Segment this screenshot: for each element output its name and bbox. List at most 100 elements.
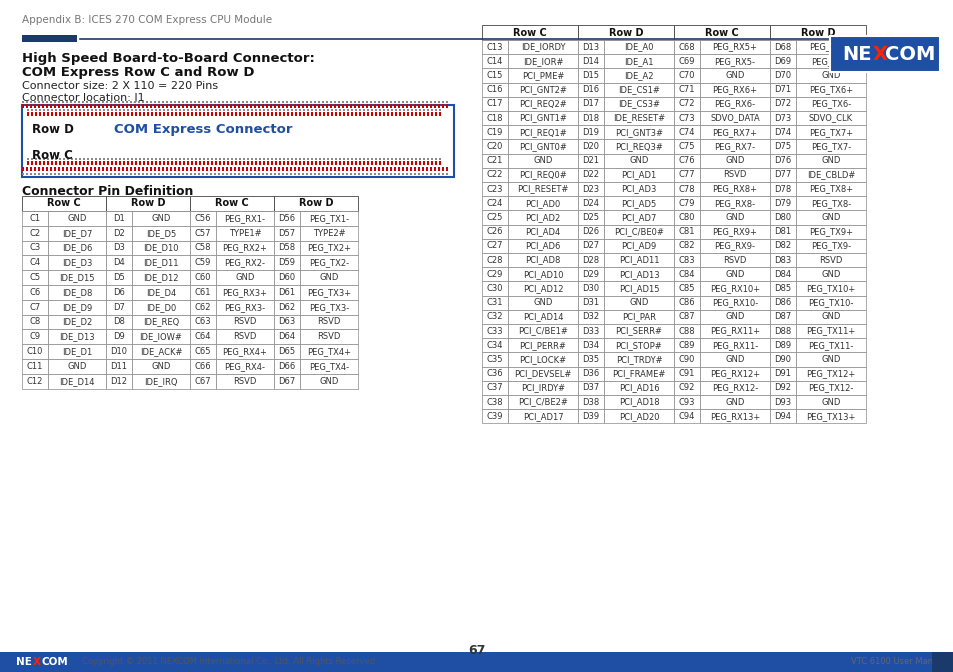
Bar — [274, 241, 299, 255]
Bar — [127, 157, 130, 160]
Bar — [42, 101, 45, 103]
Bar — [274, 173, 276, 175]
Bar — [367, 157, 369, 160]
Bar — [8, 654, 76, 670]
Bar — [446, 167, 448, 171]
Bar — [170, 173, 172, 175]
Bar — [422, 161, 425, 165]
Bar — [55, 112, 57, 116]
Bar — [198, 173, 200, 175]
Bar — [286, 167, 288, 171]
Bar — [119, 161, 121, 165]
Text: D7: D7 — [113, 302, 125, 312]
Text: PCI_AD16: PCI_AD16 — [618, 384, 659, 392]
Bar — [253, 101, 256, 103]
Bar — [119, 157, 121, 160]
Bar — [382, 112, 385, 116]
Bar — [310, 104, 313, 108]
Bar — [603, 409, 673, 423]
Bar — [58, 167, 60, 171]
Bar — [130, 167, 132, 171]
Bar — [107, 161, 110, 165]
Bar — [481, 338, 507, 352]
Text: C83: C83 — [678, 255, 695, 265]
Bar — [58, 173, 60, 175]
Text: RSVD: RSVD — [722, 255, 746, 265]
Bar — [22, 35, 77, 42]
Bar — [274, 300, 299, 314]
Bar — [311, 161, 314, 165]
Bar — [431, 157, 433, 160]
Bar — [795, 381, 865, 395]
Bar — [769, 409, 795, 423]
Bar — [78, 101, 80, 103]
Bar — [358, 161, 361, 165]
Bar — [355, 161, 357, 165]
Text: PEG_RX11+: PEG_RX11+ — [709, 327, 760, 335]
Text: PEG_TX12-: PEG_TX12- — [807, 384, 853, 392]
Bar — [700, 282, 769, 296]
Bar — [673, 310, 700, 324]
Text: D69: D69 — [774, 57, 791, 66]
Text: IDE_RESET#: IDE_RESET# — [612, 114, 664, 122]
Bar — [211, 157, 213, 160]
Text: C30: C30 — [486, 284, 503, 293]
Bar — [387, 161, 389, 165]
Bar — [411, 157, 413, 160]
Bar — [358, 108, 361, 111]
Text: Connector size: 2 X 110 = 220 Pins: Connector size: 2 X 110 = 220 Pins — [22, 81, 218, 91]
Text: PCI_AD11: PCI_AD11 — [618, 255, 659, 265]
Bar — [298, 112, 301, 116]
Bar — [481, 352, 507, 367]
Text: C90: C90 — [679, 355, 695, 364]
Text: D21: D21 — [582, 156, 598, 165]
Bar — [26, 167, 29, 171]
Bar — [150, 104, 152, 108]
Bar — [267, 112, 269, 116]
Bar — [78, 173, 80, 175]
Text: PCI_FRAME#: PCI_FRAME# — [612, 369, 665, 378]
Bar — [377, 167, 380, 171]
Bar — [422, 108, 425, 111]
Bar — [795, 395, 865, 409]
Bar — [202, 101, 204, 103]
Bar — [106, 314, 132, 329]
Bar — [331, 157, 334, 160]
Bar — [417, 173, 420, 175]
Bar — [194, 112, 197, 116]
Bar — [214, 112, 217, 116]
Bar — [274, 108, 277, 111]
Bar — [381, 167, 384, 171]
Text: C18: C18 — [486, 114, 503, 122]
Bar — [347, 161, 349, 165]
Bar — [507, 69, 578, 83]
Text: D5: D5 — [113, 273, 125, 282]
Bar — [132, 329, 190, 344]
Bar — [119, 108, 121, 111]
Bar — [381, 104, 384, 108]
Bar — [282, 173, 284, 175]
Bar — [673, 381, 700, 395]
Bar — [603, 395, 673, 409]
Bar — [51, 157, 53, 160]
Bar — [291, 112, 294, 116]
Text: PEG_RX5-: PEG_RX5- — [714, 57, 755, 66]
Bar — [401, 104, 404, 108]
Bar — [171, 108, 173, 111]
Text: C93: C93 — [678, 398, 695, 407]
Text: C19: C19 — [486, 128, 502, 137]
Text: PCI_TRDY#: PCI_TRDY# — [615, 355, 661, 364]
Bar — [226, 104, 229, 108]
Bar — [54, 167, 56, 171]
Text: D59: D59 — [278, 258, 295, 267]
Text: PEG_TX1-: PEG_TX1- — [309, 214, 349, 223]
Bar — [481, 409, 507, 423]
Bar — [287, 161, 289, 165]
Bar — [355, 157, 357, 160]
Text: COM: COM — [883, 44, 934, 63]
Bar — [203, 161, 205, 165]
Bar — [287, 112, 289, 116]
Text: PCI_REQ3#: PCI_REQ3# — [615, 142, 662, 151]
Bar — [67, 161, 70, 165]
Bar — [142, 104, 144, 108]
